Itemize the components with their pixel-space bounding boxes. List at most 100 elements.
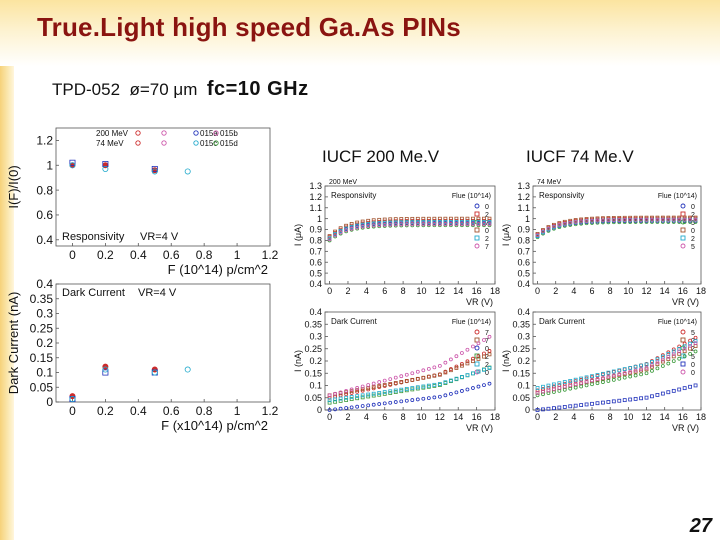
data-point xyxy=(562,380,567,384)
legend-label: 0 xyxy=(691,362,695,369)
data-point xyxy=(476,384,481,389)
data-point xyxy=(360,395,365,400)
data-point xyxy=(432,395,437,400)
data-point xyxy=(448,222,453,227)
data-point xyxy=(639,372,643,377)
data-point xyxy=(622,375,627,380)
data-point xyxy=(633,373,638,378)
plot-frame-dark-fluence xyxy=(55,283,271,403)
data-point xyxy=(677,220,682,224)
data-point xyxy=(382,378,387,383)
y-tick-label: 0.8 xyxy=(36,183,53,197)
legend-marker xyxy=(680,329,686,335)
x-axis-label: F (10^14) p/cm^2 xyxy=(168,262,268,277)
data-point xyxy=(151,165,158,172)
y-tick-label: 0.4 xyxy=(517,307,530,317)
data-point xyxy=(184,366,191,373)
y-tick-label: 0.05 xyxy=(30,380,54,394)
y-tick-label: 0.05 xyxy=(304,393,322,403)
data-point xyxy=(557,221,562,226)
data-point xyxy=(471,344,475,349)
data-point xyxy=(557,381,562,386)
data-point xyxy=(633,220,638,224)
data-point xyxy=(633,368,638,373)
data-point xyxy=(393,375,398,380)
x-tick-label: 10 xyxy=(623,286,633,296)
x-tick-label: 0.4 xyxy=(130,404,147,418)
x-tick-label: 16 xyxy=(472,412,482,422)
data-point xyxy=(344,228,349,233)
data-point xyxy=(606,379,611,383)
data-point xyxy=(360,222,365,227)
y-tick-label: 0.2 xyxy=(36,336,53,350)
top-accent-band xyxy=(0,0,720,66)
data-point xyxy=(541,387,545,391)
data-point xyxy=(399,399,404,404)
y-tick-label: 1.1 xyxy=(517,203,530,213)
data-point xyxy=(595,220,600,225)
data-point xyxy=(410,398,415,402)
legend-title: Flue (10^14) xyxy=(658,319,697,326)
column-header-200mev: IUCF 200 Me.V xyxy=(322,147,440,166)
data-point xyxy=(102,369,109,376)
data-point xyxy=(327,395,332,400)
legend-label: 7 xyxy=(485,220,489,227)
x-tick-label: 18 xyxy=(696,412,706,422)
data-point xyxy=(688,351,693,356)
legend-title: Flue (10^14) xyxy=(658,193,697,200)
legend-label: 0 xyxy=(485,204,489,211)
data-point xyxy=(471,356,475,361)
data-point xyxy=(465,359,470,364)
data-point xyxy=(568,383,573,388)
data-point xyxy=(487,334,492,339)
data-point xyxy=(584,219,589,223)
data-point xyxy=(371,391,376,396)
data-point xyxy=(682,354,687,359)
data-point xyxy=(443,222,448,227)
y-tick-label: 0.35 xyxy=(30,292,54,306)
x-tick-label: 10 xyxy=(416,286,426,296)
legend-marker xyxy=(680,235,686,241)
data-point xyxy=(660,364,665,368)
x-axis-label: VR (V) xyxy=(672,297,699,307)
legend-label: 5 xyxy=(691,244,695,251)
data-point xyxy=(476,341,481,346)
x-tick-label: 0 xyxy=(327,412,332,422)
data-point xyxy=(628,220,633,224)
x-tick-label: 18 xyxy=(696,286,706,296)
data-point xyxy=(655,220,660,224)
data-point xyxy=(399,380,404,384)
data-point xyxy=(573,222,578,227)
data-point xyxy=(535,408,540,412)
data-point xyxy=(399,220,404,225)
x-tick-label: 8 xyxy=(608,412,613,422)
y-tick-label: 0.3 xyxy=(517,332,530,342)
data-point xyxy=(421,220,426,224)
legend-label: 015a xyxy=(200,129,218,138)
data-point xyxy=(437,372,442,377)
legend-label: 7 xyxy=(485,338,489,345)
data-point xyxy=(426,383,431,388)
y-tick-label: 0.7 xyxy=(517,246,530,256)
data-point xyxy=(628,215,633,220)
data-point xyxy=(628,366,633,370)
data-point xyxy=(535,386,540,390)
data-point xyxy=(622,218,627,222)
y-tick-label: 0.9 xyxy=(309,225,322,235)
data-point xyxy=(377,384,382,388)
data-point xyxy=(69,162,76,169)
data-point xyxy=(584,402,589,407)
cutoff-frequency: fc=10 GHz xyxy=(206,78,309,100)
data-point xyxy=(682,215,687,220)
data-point xyxy=(393,220,398,225)
data-point xyxy=(562,384,567,389)
data-point xyxy=(333,407,338,412)
data-point xyxy=(606,370,611,375)
data-point xyxy=(476,369,481,374)
data-point xyxy=(360,404,365,408)
data-point xyxy=(482,354,486,359)
data-point xyxy=(465,220,470,224)
data-point xyxy=(338,398,343,403)
legend-marker xyxy=(474,345,480,351)
data-point xyxy=(465,347,470,352)
